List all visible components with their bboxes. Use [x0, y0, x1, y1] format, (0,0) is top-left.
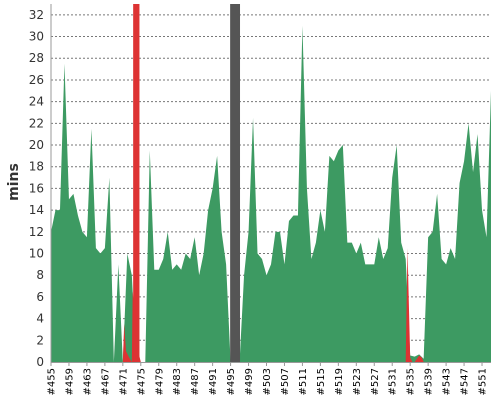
x-tick-label: #467	[100, 368, 111, 395]
y-tick-label: 20	[29, 138, 44, 152]
x-tick-label: #543	[442, 368, 453, 395]
area-failed	[414, 355, 424, 362]
y-tick-label: 0	[36, 355, 44, 369]
bar-aborted	[230, 4, 241, 362]
y-tick-label: 16	[29, 181, 44, 195]
x-tick-label: #499	[244, 368, 255, 395]
y-tick-label: 26	[29, 73, 44, 87]
x-tick-label: #551	[478, 368, 489, 395]
y-tick-label: 14	[29, 203, 44, 217]
x-tick-label: #511	[298, 368, 309, 395]
y-tick-label: 22	[29, 116, 44, 130]
area-passed	[51, 25, 491, 362]
x-tick-label: #531	[388, 368, 399, 395]
x-tick-label: #463	[82, 368, 93, 395]
y-axis-label: mins	[6, 163, 22, 201]
y-tick-label: 8	[36, 268, 44, 282]
y-tick-label: 18	[29, 160, 44, 174]
x-tick-label: #507	[280, 368, 291, 395]
x-tick-label: #535	[406, 368, 417, 395]
x-tick-label: #471	[118, 368, 129, 395]
area-failed	[405, 248, 413, 362]
x-tick-label: #487	[190, 368, 201, 395]
x-tick-label: #519	[334, 368, 345, 395]
y-tick-label: 28	[29, 51, 44, 65]
y-tick-label: 24	[29, 95, 44, 109]
bar-failed	[133, 4, 140, 362]
x-tick-label: #523	[352, 368, 363, 395]
axes	[50, 4, 491, 366]
y-tick-label: 32	[29, 8, 44, 22]
x-tick-label: #479	[154, 368, 165, 395]
x-tick-label: #539	[424, 368, 435, 395]
x-tick-labels: #455 #459 #463 #467 #471 #475 #479 #483 #487 #491…	[47, 368, 489, 395]
x-tick-label: #515	[316, 368, 327, 395]
duration-areas	[51, 25, 491, 362]
x-tick-label: #495	[226, 368, 237, 395]
y-tick-label: 4	[36, 312, 44, 326]
y-tick-label: 30	[29, 30, 44, 44]
y-tick-label: 6	[36, 290, 44, 304]
x-tick-label: #483	[172, 368, 183, 395]
y-tick-label: 12	[29, 225, 44, 239]
y-tick-label: 10	[29, 247, 44, 261]
x-tick-label: #459	[64, 368, 75, 395]
x-tick-label: #475	[136, 368, 147, 395]
x-tick-label: #455	[47, 368, 58, 395]
x-tick-label: #547	[460, 368, 471, 395]
x-tick-label: #491	[208, 368, 219, 395]
status-bars	[133, 4, 241, 362]
x-tick-label: #503	[262, 368, 273, 395]
y-tick-label: 2	[36, 333, 44, 347]
x-tick-label: #527	[370, 368, 381, 395]
